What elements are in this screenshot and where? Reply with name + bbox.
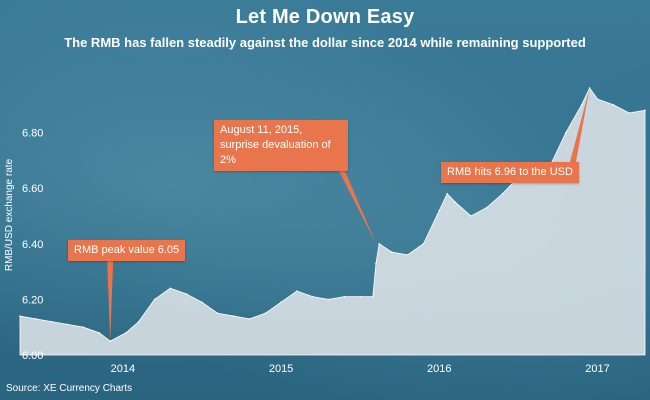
data-point [98,331,100,334]
data-point [501,192,504,195]
chart-title: Let Me Down Easy [235,6,415,28]
data-point [232,315,235,317]
data-point [391,251,393,253]
series-area [19,87,646,356]
data-point [109,340,111,342]
data-point [343,295,346,298]
data-point [644,109,646,112]
x-tick-label: 2014 [111,363,135,375]
data-point [137,320,140,323]
data-point [406,254,409,256]
data-point [446,192,449,195]
data-point [169,287,172,290]
x-tick-label: 2017 [585,363,609,375]
annotation-pointer [569,88,590,162]
data-point [19,315,21,317]
data-point [82,326,85,328]
data-point [375,262,377,265]
y-axis-label: RMB/USD exchange rate [4,158,15,271]
data-point [50,320,53,323]
data-point [185,293,187,295]
data-point [485,206,488,209]
annotation-devaluation: August 11, 2015, surprise devaluation of… [214,120,348,171]
data-point [216,312,219,315]
data-point [612,103,615,106]
data-point [201,301,203,303]
data-point [470,215,472,217]
y-tick-label: 6.60 [22,183,43,195]
y-tick-label: 6.80 [22,128,43,140]
annotation-devaluation-text: August 11, 2015, surprise devaluation of… [220,124,331,166]
data-point [66,323,69,326]
annotation-peak-value: RMB peak value 6.05 [68,240,186,261]
data-point [35,318,37,320]
annotation-pointer [107,261,114,342]
annotation-high-value: RMB hits 6.96 to the USD [441,162,579,183]
data-point [580,103,583,106]
y-tick-label: 6.20 [22,294,43,306]
x-tick-label: 2015 [269,363,293,375]
data-point [596,98,599,100]
data-point [438,209,441,212]
data-point [422,242,425,245]
chart-subtitle: The RMB has fallen steadily against the … [64,35,586,50]
data-point [125,331,127,334]
data-point [296,290,298,292]
y-tick-label: 6.00 [22,350,43,362]
data-point [565,131,567,134]
x-tick-label: 2016 [427,363,451,375]
annotation-pointer [339,171,377,244]
source-note: Source: XE Currency Charts [6,383,133,394]
data-point [248,318,251,320]
data-point [628,112,630,114]
data-point [359,295,361,298]
y-tick-label: 6.40 [22,239,43,251]
data-point [372,295,374,298]
data-point [454,201,456,203]
data-point [311,295,314,298]
data-point [327,298,330,301]
data-point [264,312,267,315]
data-point [280,301,282,303]
data-point [378,242,380,245]
data-point [153,298,156,301]
